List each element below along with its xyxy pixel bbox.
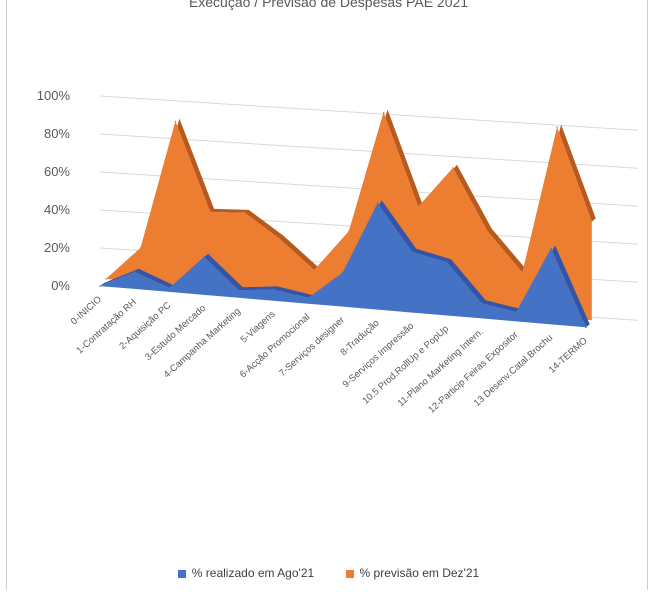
data-point bbox=[550, 247, 552, 250]
x-tick-label: 6-Acção Promocional bbox=[238, 312, 312, 381]
legend-item-realizado: % realizado em Ago'21 bbox=[177, 566, 315, 580]
data-point bbox=[515, 311, 518, 313]
data-point bbox=[139, 246, 142, 249]
data-point bbox=[307, 297, 310, 299]
data-point bbox=[203, 256, 205, 258]
data-point bbox=[556, 126, 558, 129]
data-point bbox=[446, 261, 448, 264]
y-tick-label: 100% bbox=[37, 88, 71, 103]
legend: % realizado em Ago'21 % previsão em Dez'… bbox=[0, 566, 657, 580]
gridline-4 bbox=[99, 133, 638, 169]
series-1 bbox=[105, 109, 596, 321]
y-tick-label: 80% bbox=[44, 126, 70, 141]
y-tick-label: 20% bbox=[44, 240, 70, 255]
y-tick-label: 60% bbox=[44, 164, 70, 179]
data-point bbox=[133, 271, 136, 273]
data-point bbox=[105, 278, 107, 280]
data-point bbox=[591, 220, 593, 223]
data-point bbox=[417, 205, 420, 208]
data-point bbox=[278, 237, 281, 240]
data-point bbox=[244, 212, 246, 214]
series-depth-1 bbox=[106, 109, 596, 279]
data-point bbox=[376, 202, 379, 204]
gridline-5 bbox=[99, 95, 638, 131]
x-tick-label: 7-Serviços designer bbox=[277, 315, 347, 379]
series-area-1 bbox=[106, 112, 592, 321]
x-tick-label: 9-Serviços Impressão bbox=[341, 321, 417, 391]
data-point bbox=[99, 285, 101, 287]
data-point bbox=[209, 211, 211, 213]
chart-title: Execução / Previsão de Despesas PAE 2021 bbox=[188, 0, 469, 10]
y-tick-label: 0% bbox=[51, 278, 70, 293]
legend-swatch-previsao bbox=[345, 569, 354, 578]
data-point bbox=[238, 289, 240, 292]
data-point bbox=[585, 326, 587, 329]
data-point bbox=[342, 271, 344, 274]
legend-label-realizado: % realizado em Ago'21 bbox=[191, 566, 315, 580]
legend-label-previsao: % previsão em Dez'21 bbox=[359, 566, 480, 580]
data-point bbox=[348, 230, 350, 233]
data-point bbox=[521, 271, 524, 274]
data-point bbox=[452, 167, 454, 169]
data-point bbox=[313, 269, 316, 271]
data-point bbox=[174, 120, 177, 123]
data-point bbox=[168, 287, 171, 289]
data-point bbox=[486, 230, 489, 233]
chart-frame bbox=[6, 0, 648, 590]
data-point bbox=[480, 302, 483, 305]
data-point bbox=[272, 288, 275, 291]
x-tick-label: 0-INICIO bbox=[69, 294, 104, 327]
data-point bbox=[411, 250, 414, 253]
legend-swatch-realizado bbox=[177, 569, 186, 578]
y-tick-label: 40% bbox=[44, 202, 70, 217]
series-area-0 bbox=[100, 203, 586, 328]
legend-item-previsao: % previsão em Dez'21 bbox=[345, 566, 480, 580]
x-tick-label: 4-Campanha Marketing bbox=[162, 306, 243, 381]
series-0 bbox=[99, 200, 590, 329]
data-point bbox=[382, 111, 385, 114]
x-tick-label: 5-Viagens bbox=[238, 309, 277, 346]
